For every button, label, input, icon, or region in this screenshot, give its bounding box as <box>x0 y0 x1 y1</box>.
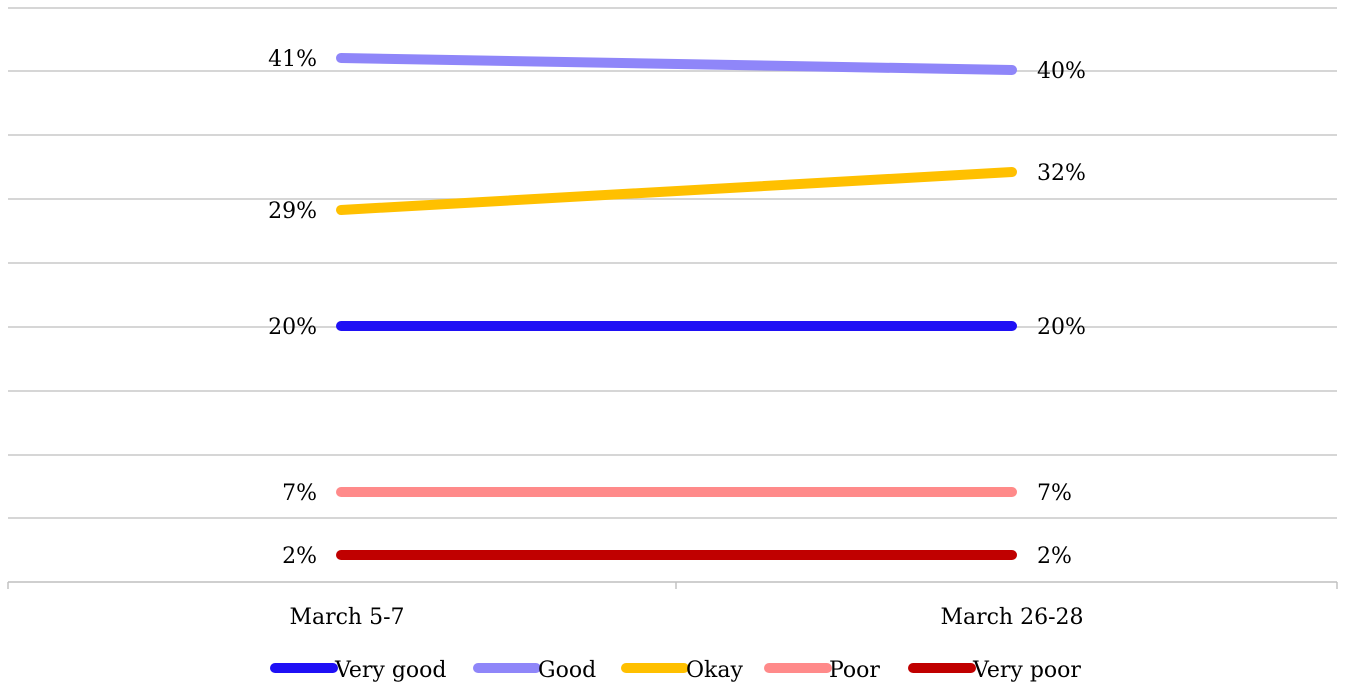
series-lines <box>336 53 1017 560</box>
data-label: 2% <box>282 544 317 569</box>
data-labels: 20% 20% 41% 40% 29% 32% 7% 7% 2% 2% <box>268 47 1086 569</box>
legend-label: Poor <box>829 658 880 683</box>
legend-label: Very poor <box>972 658 1081 683</box>
data-label: 20% <box>1037 315 1086 340</box>
x-axis: March 5-7 March 26-28 <box>7 581 1338 630</box>
legend-label: Very good <box>334 658 446 683</box>
data-label: 41% <box>268 47 317 72</box>
x-tick-label: March 26-28 <box>940 605 1083 630</box>
legend-label: Good <box>538 658 596 683</box>
x-tick-label: March 5-7 <box>289 605 404 630</box>
data-label: 32% <box>1037 161 1086 186</box>
series-line-good <box>336 53 1017 75</box>
data-label: 7% <box>1037 481 1072 506</box>
data-label: 7% <box>282 481 317 506</box>
legend: Very good Good Okay Poor Very poor <box>270 658 1081 683</box>
data-label: 20% <box>268 315 317 340</box>
data-label: 40% <box>1037 59 1086 84</box>
legend-label: Okay <box>686 658 743 683</box>
series-line-okay <box>336 167 1017 215</box>
data-label: 29% <box>268 199 317 224</box>
data-label: 2% <box>1037 544 1072 569</box>
gridlines <box>8 7 1337 519</box>
